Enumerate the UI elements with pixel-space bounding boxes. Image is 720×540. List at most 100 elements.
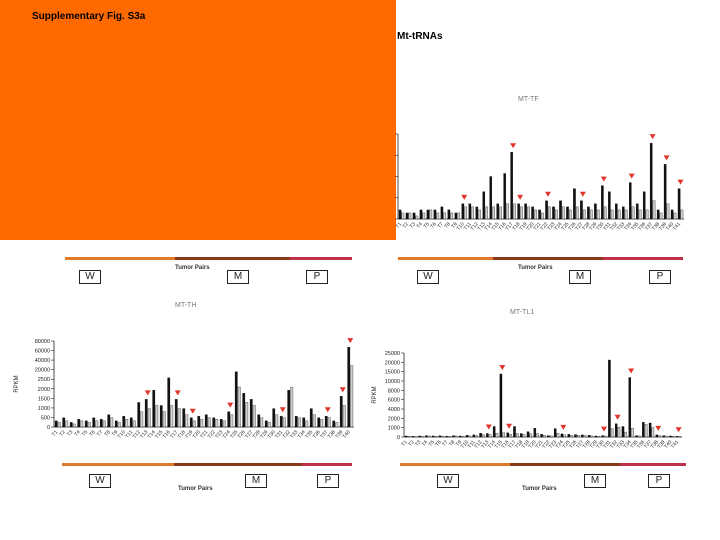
bar-normal bbox=[434, 436, 438, 438]
bar-normal bbox=[350, 365, 354, 428]
bar-tumor bbox=[662, 435, 665, 438]
bar-normal bbox=[492, 206, 495, 220]
x-tick-label: T14 bbox=[147, 429, 157, 440]
bar-tumor bbox=[144, 399, 148, 428]
bar-normal bbox=[427, 435, 431, 438]
bar-normal bbox=[162, 411, 166, 428]
bar-tumor bbox=[669, 435, 672, 438]
bar-normal bbox=[645, 209, 649, 220]
x-tick-label: T18 bbox=[511, 221, 521, 232]
bar-tumor bbox=[174, 399, 178, 428]
bar-tumor bbox=[445, 435, 448, 438]
bar-normal bbox=[548, 206, 551, 220]
bar-normal bbox=[192, 420, 196, 428]
bar-normal bbox=[678, 436, 682, 438]
bar-tumor bbox=[553, 428, 557, 438]
x-tick-label: T7 bbox=[437, 221, 445, 229]
x-tick-label: T37 bbox=[643, 439, 653, 450]
x-tick-label: T39 bbox=[658, 221, 668, 232]
group-label-m: M bbox=[227, 270, 249, 284]
x-tick-label: T40 bbox=[665, 221, 675, 232]
bar-normal bbox=[520, 206, 523, 220]
x-tick-label: T41 bbox=[672, 221, 682, 232]
bar-tumor bbox=[249, 399, 253, 428]
bar-tumor bbox=[545, 200, 548, 220]
bar-tumor bbox=[573, 188, 576, 220]
bar-normal bbox=[454, 435, 458, 438]
bar-tumor bbox=[628, 377, 631, 438]
x-tick-label: T36 bbox=[312, 429, 322, 440]
bar-tumor bbox=[594, 203, 597, 220]
bar-normal bbox=[222, 420, 226, 428]
y-tick-label: 80000 bbox=[35, 339, 50, 345]
bar-normal bbox=[72, 423, 76, 428]
bar-normal bbox=[177, 408, 181, 428]
bar-normal bbox=[631, 206, 635, 220]
x-tick-label: T35 bbox=[630, 221, 640, 232]
x-tick-label: T3 bbox=[414, 439, 422, 447]
bar-normal bbox=[513, 203, 516, 220]
x-tick-label: T31 bbox=[274, 429, 284, 440]
x-tick-label: T24 bbox=[553, 221, 563, 232]
highlight-marker bbox=[544, 191, 551, 197]
bar-tumor bbox=[242, 393, 246, 428]
highlight-marker bbox=[506, 423, 513, 429]
bar-normal bbox=[327, 417, 331, 428]
bar-normal bbox=[245, 402, 249, 428]
y-tick-label: 6000 bbox=[388, 398, 400, 404]
x-tick-label: T6 bbox=[430, 221, 438, 229]
bar-normal bbox=[408, 212, 412, 220]
x-tick-label: T35 bbox=[629, 439, 639, 450]
bar-tumor bbox=[677, 188, 681, 220]
bar-normal bbox=[562, 206, 565, 220]
x-tick-label: T16 bbox=[162, 429, 172, 440]
bar-tumor bbox=[496, 203, 499, 220]
y-tick-label: 0 bbox=[47, 425, 50, 431]
x-tick-label: T22 bbox=[207, 429, 217, 440]
bar-normal bbox=[414, 436, 417, 438]
x-tick-label: T31 bbox=[602, 221, 612, 232]
bar-tumor bbox=[152, 389, 156, 428]
bar-tumor bbox=[294, 416, 298, 428]
x-tick-label: T15 bbox=[494, 439, 504, 450]
bar-normal bbox=[577, 435, 580, 438]
bar-normal bbox=[589, 209, 593, 220]
bar-tumor bbox=[574, 434, 577, 438]
bar-normal bbox=[617, 209, 621, 220]
bar-tumor bbox=[538, 209, 541, 220]
bar-tumor bbox=[642, 422, 645, 438]
bar-normal bbox=[457, 212, 461, 220]
highlight-marker bbox=[174, 390, 181, 396]
bar-normal bbox=[644, 424, 648, 438]
x-tick-label: T30 bbox=[595, 221, 605, 232]
bar-tumor bbox=[580, 200, 583, 220]
bar-normal bbox=[534, 209, 537, 220]
bar-normal bbox=[570, 435, 573, 438]
bar-normal bbox=[610, 209, 614, 220]
bar-normal bbox=[563, 434, 567, 438]
x-tick-label: T10 bbox=[460, 439, 470, 450]
bar-tumor bbox=[635, 435, 638, 438]
group-label-w: W bbox=[437, 474, 459, 488]
x-tick-label: T25 bbox=[560, 221, 570, 232]
bar-normal bbox=[509, 433, 512, 438]
bar-normal bbox=[260, 417, 264, 428]
x-tick-label: T11 bbox=[463, 221, 473, 231]
group-label-w: W bbox=[417, 270, 439, 284]
bar-tumor bbox=[472, 434, 476, 438]
y-tick-label: 2000 bbox=[38, 387, 50, 393]
highlight-marker bbox=[517, 194, 524, 200]
bar-normal bbox=[125, 419, 129, 428]
bar-tumor bbox=[137, 402, 141, 428]
y-tick-label: 1000 bbox=[388, 426, 400, 432]
x-tick-label: T29 bbox=[589, 439, 599, 450]
bar-tumor bbox=[69, 422, 73, 428]
bar-tumor bbox=[608, 191, 611, 220]
bar-tumor bbox=[601, 185, 604, 220]
x-tick-label: T16 bbox=[500, 439, 510, 450]
highlight-marker bbox=[485, 424, 492, 430]
bar-normal bbox=[590, 435, 594, 438]
bar-tumor bbox=[452, 435, 455, 438]
x-tick-label: T17 bbox=[504, 221, 514, 232]
x-tick-label: T6 bbox=[434, 439, 442, 447]
